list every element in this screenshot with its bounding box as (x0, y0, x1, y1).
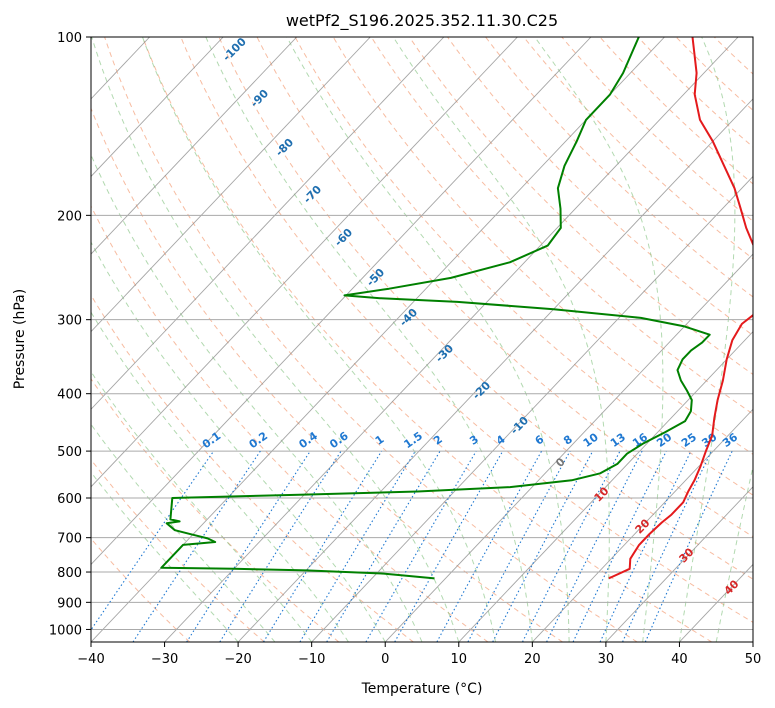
dry-adiabat-line (180, 37, 753, 623)
isotherm-line (311, 175, 753, 642)
y-tick-label: 700 (57, 532, 82, 547)
isotherm-line (91, 37, 224, 178)
dewpoint-profile-line (160, 37, 711, 580)
dry-adiabat-line (104, 37, 638, 642)
x-tick-label: 40 (671, 652, 688, 667)
x-axis-label: Temperature (°C) (361, 681, 483, 697)
isotherm-line (91, 37, 665, 642)
y-tick-label: 400 (57, 388, 82, 403)
mixing-ratio-line (186, 450, 311, 642)
isotherm-line (91, 37, 445, 410)
isotherm-line (91, 37, 592, 566)
y-tick-label: 100 (57, 31, 82, 46)
isotherm-line (91, 37, 518, 488)
x-tick-label: 30 (598, 652, 615, 667)
y-tick-label: 800 (57, 566, 82, 581)
x-tick-label: 50 (745, 652, 762, 667)
temperature-profile-line (608, 37, 753, 580)
isotherm-line (384, 253, 753, 642)
dry-adiabat-line (218, 37, 753, 580)
moist-adiabat-line (678, 37, 736, 642)
y-axis-label: Pressure (hPa) (12, 289, 28, 389)
y-tick-label: 500 (57, 445, 82, 460)
y-tick-label: 300 (57, 314, 82, 329)
x-tick-label: −20 (224, 652, 251, 667)
mixing-ratio-line (522, 450, 621, 642)
isotherm-line (605, 486, 753, 642)
y-tick-label: 200 (57, 209, 82, 224)
x-tick-label: 10 (451, 652, 468, 667)
mixing-ratio-line (219, 450, 342, 642)
x-tick-label: −30 (151, 652, 178, 667)
x-axis: −40 −30 −20 −10 0 10 20 30 40 50 (77, 642, 761, 667)
moist-adiabat-line (142, 37, 497, 642)
x-tick-label: 20 (524, 652, 541, 667)
mixing-ratio-line (263, 450, 383, 642)
dry-adiabat-line (294, 37, 753, 496)
mixing-ratio-line (91, 450, 215, 631)
moist-adiabat-line (286, 37, 570, 642)
isotherm-line (458, 330, 753, 642)
y-tick-label: 900 (57, 596, 82, 611)
dry-adiabat-line (91, 205, 489, 642)
y-tick-label: 600 (57, 492, 82, 507)
profiles (160, 37, 753, 580)
moist-adiabat-line (392, 37, 610, 642)
mixing-ratio-line (436, 450, 543, 642)
dry-adiabat-line (91, 458, 265, 642)
isotherm-line (532, 408, 753, 642)
mixing-ratio-line (644, 450, 733, 642)
moist-adiabat-line (91, 311, 349, 642)
isotherm-line (164, 37, 739, 642)
isotherm-line (91, 37, 371, 333)
dry-adiabat-line (408, 37, 753, 376)
moist-adiabat-line (91, 153, 423, 642)
isotherm-line (237, 98, 753, 642)
y-tick-label: 1000 (49, 623, 82, 638)
chart-title: wetPf2_S196.2025.352.11.30.C25 (286, 11, 558, 31)
moist-adiabat-line (91, 241, 386, 642)
x-tick-label: −40 (77, 652, 104, 667)
y-axis: 1000 900 800 700 600 500 400 300 200 100 (49, 31, 91, 638)
plot-frame (90, 36, 754, 643)
x-tick-label: −10 (298, 652, 325, 667)
mixing-ratio-line (394, 450, 504, 642)
mixing-ratio-line (546, 450, 643, 642)
mixing-ratio-line (467, 450, 571, 642)
mixing-ratio-line (299, 450, 416, 642)
dry-adiabat-line (447, 37, 753, 337)
x-tick-label: 0 (381, 652, 389, 667)
moist-adiabat-line (205, 37, 533, 642)
moist-adiabat-line (534, 37, 664, 642)
dry-adiabat-line (91, 107, 563, 642)
mixing-ratio-line (132, 450, 261, 642)
isotherm-line (91, 37, 298, 255)
background-lines (91, 37, 753, 642)
